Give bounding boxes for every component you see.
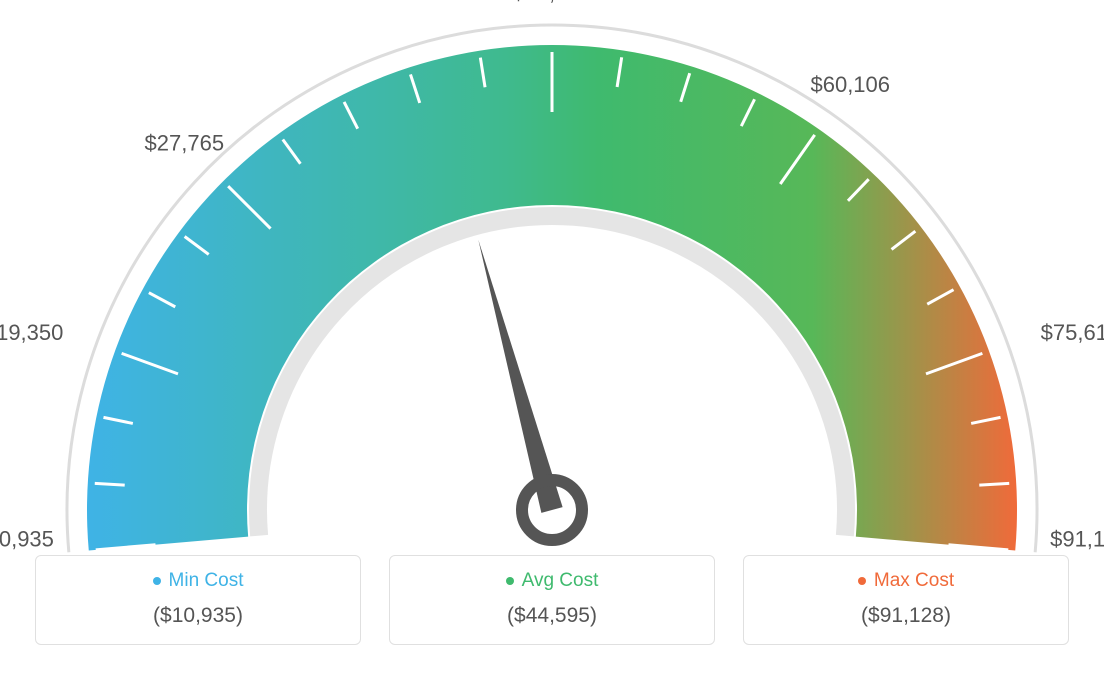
legend-value-min: ($10,935) <box>46 604 350 628</box>
legend-card-avg: Avg Cost ($44,595) <box>389 555 715 645</box>
svg-text:$19,350: $19,350 <box>0 320 63 345</box>
svg-text:$91,128: $91,128 <box>1050 527 1104 552</box>
legend-title-min-text: Min Cost <box>169 570 244 592</box>
legend-dot-max <box>858 577 866 585</box>
legend-dot-min <box>153 577 161 585</box>
gauge-area: $10,935 $19,350 $27,765 $44,595 $60,106 $75,6… <box>0 0 1104 555</box>
svg-text:$27,765: $27,765 <box>145 130 225 155</box>
svg-text:$44,595: $44,595 <box>512 0 592 5</box>
legend-card-min: Min Cost ($10,935) <box>35 555 361 645</box>
svg-text:$60,106: $60,106 <box>810 72 890 97</box>
legend-title-avg: Avg Cost <box>506 570 599 592</box>
legend-title-max-text: Max Cost <box>874 570 954 592</box>
svg-text:$75,617: $75,617 <box>1041 320 1104 345</box>
legend-title-min: Min Cost <box>153 570 244 592</box>
legend-title-avg-text: Avg Cost <box>522 570 599 592</box>
gauge-chart-container: $10,935 $19,350 $27,765 $44,595 $60,106 $75,6… <box>0 0 1104 690</box>
gauge-svg: $10,935 $19,350 $27,765 $44,595 $60,106 $75,6… <box>0 0 1104 560</box>
legend-card-max: Max Cost ($91,128) <box>743 555 1069 645</box>
legend-value-avg: ($44,595) <box>400 604 704 628</box>
svg-text:$10,935: $10,935 <box>0 527 54 552</box>
legend-row: Min Cost ($10,935) Avg Cost ($44,595) Ma… <box>0 555 1104 645</box>
legend-value-max: ($91,128) <box>754 604 1058 628</box>
legend-dot-avg <box>506 577 514 585</box>
legend-title-max: Max Cost <box>858 570 954 592</box>
